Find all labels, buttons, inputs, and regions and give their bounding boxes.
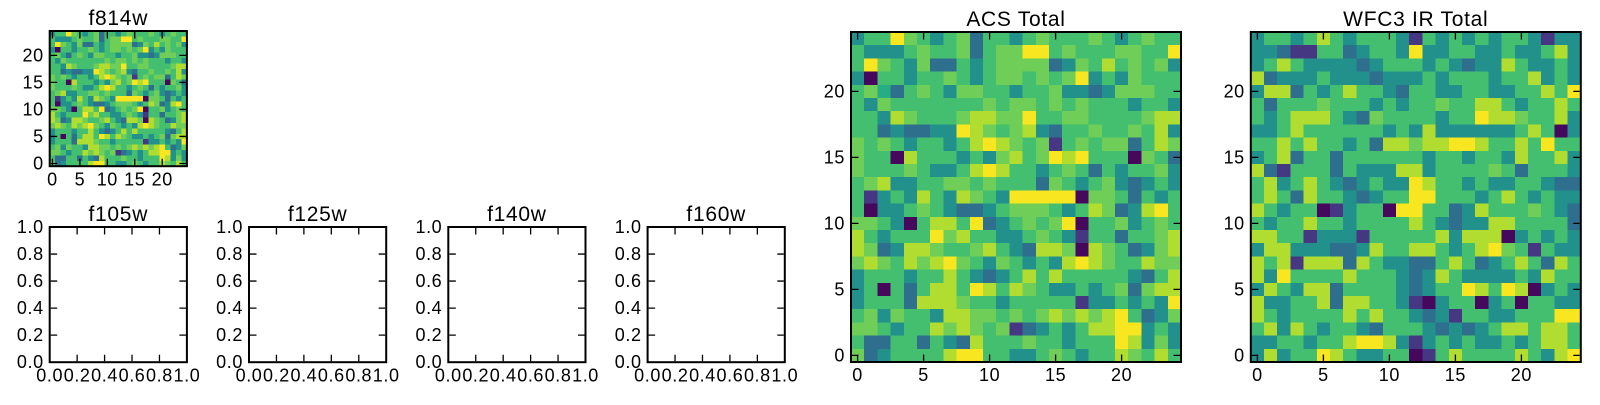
svg-text:10: 10: [979, 365, 1000, 385]
svg-text:0.6: 0.6: [216, 271, 243, 291]
svg-text:15: 15: [1224, 147, 1245, 167]
svg-text:0.8: 0.8: [17, 244, 44, 264]
svg-text:1.0: 1.0: [615, 217, 642, 237]
svg-text:0.4: 0.4: [216, 298, 243, 318]
svg-text:15: 15: [124, 169, 145, 189]
svg-text:0.8: 0.8: [415, 244, 442, 264]
svg-text:0.4: 0.4: [689, 365, 716, 385]
svg-text:0.0: 0.0: [634, 365, 661, 385]
svg-text:0.8: 0.8: [146, 365, 173, 385]
svg-text:10: 10: [1379, 365, 1400, 385]
svg-text:0: 0: [852, 365, 863, 385]
svg-text:0.2: 0.2: [662, 365, 689, 385]
svg-text:ACS Total: ACS Total: [966, 8, 1065, 31]
svg-text:0.0: 0.0: [236, 365, 263, 385]
svg-text:5: 5: [918, 365, 929, 385]
svg-text:5: 5: [834, 279, 845, 299]
svg-text:0.2: 0.2: [263, 365, 290, 385]
svg-text:0.2: 0.2: [216, 325, 243, 345]
svg-text:0.4: 0.4: [615, 298, 642, 318]
svg-text:0: 0: [47, 169, 58, 189]
svg-text:1.0: 1.0: [415, 217, 442, 237]
svg-text:10: 10: [1224, 213, 1245, 233]
svg-text:WFC3 IR Total: WFC3 IR Total: [1343, 8, 1488, 31]
svg-text:0.2: 0.2: [462, 365, 489, 385]
svg-text:0.4: 0.4: [490, 365, 517, 385]
svg-text:f140w: f140w: [487, 203, 547, 226]
svg-text:0.0: 0.0: [415, 352, 442, 372]
svg-text:f125w: f125w: [288, 203, 348, 226]
svg-text:1.0: 1.0: [373, 365, 400, 385]
svg-text:0.0: 0.0: [615, 352, 642, 372]
svg-text:f814w: f814w: [89, 7, 149, 30]
svg-text:0: 0: [33, 154, 44, 174]
svg-text:0.0: 0.0: [36, 365, 63, 385]
svg-text:20: 20: [1111, 365, 1132, 385]
svg-text:5: 5: [75, 169, 86, 189]
svg-text:f105w: f105w: [89, 203, 149, 226]
svg-text:0.6: 0.6: [517, 365, 544, 385]
svg-text:0.2: 0.2: [615, 325, 642, 345]
svg-text:0.6: 0.6: [717, 365, 744, 385]
svg-text:15: 15: [22, 72, 43, 92]
svg-text:1.0: 1.0: [17, 217, 44, 237]
svg-text:0: 0: [1234, 345, 1245, 365]
svg-text:0.8: 0.8: [744, 365, 771, 385]
svg-text:0.6: 0.6: [615, 271, 642, 291]
svg-text:0.2: 0.2: [415, 325, 442, 345]
svg-text:0.4: 0.4: [290, 365, 317, 385]
svg-text:0.8: 0.8: [345, 365, 372, 385]
svg-text:10: 10: [824, 213, 845, 233]
svg-text:0.8: 0.8: [545, 365, 572, 385]
svg-text:5: 5: [1234, 279, 1245, 299]
svg-text:0.4: 0.4: [415, 298, 442, 318]
svg-text:1.0: 1.0: [572, 365, 599, 385]
svg-text:1.0: 1.0: [771, 365, 798, 385]
svg-text:20: 20: [1224, 81, 1245, 101]
svg-text:15: 15: [824, 147, 845, 167]
svg-text:0.6: 0.6: [318, 365, 345, 385]
svg-text:20: 20: [824, 81, 845, 101]
svg-text:1.0: 1.0: [173, 365, 200, 385]
svg-text:0.6: 0.6: [119, 365, 146, 385]
svg-text:1.0: 1.0: [216, 217, 243, 237]
svg-text:20: 20: [1511, 365, 1532, 385]
svg-text:0: 0: [834, 345, 845, 365]
svg-text:20: 20: [22, 45, 43, 65]
svg-text:20: 20: [152, 169, 173, 189]
svg-text:0.0: 0.0: [435, 365, 462, 385]
svg-text:0.0: 0.0: [17, 352, 44, 372]
svg-text:10: 10: [97, 169, 118, 189]
svg-text:10: 10: [22, 99, 43, 119]
svg-text:f160w: f160w: [686, 203, 746, 226]
svg-text:0: 0: [1252, 365, 1263, 385]
svg-text:5: 5: [33, 126, 44, 146]
svg-text:0.6: 0.6: [17, 271, 44, 291]
svg-text:0.2: 0.2: [64, 365, 91, 385]
svg-text:15: 15: [1045, 365, 1066, 385]
svg-text:0.8: 0.8: [615, 244, 642, 264]
svg-text:0.4: 0.4: [17, 298, 44, 318]
svg-text:0.6: 0.6: [415, 271, 442, 291]
svg-text:0.0: 0.0: [216, 352, 243, 372]
svg-text:0.8: 0.8: [216, 244, 243, 264]
svg-text:0.2: 0.2: [17, 325, 44, 345]
svg-text:15: 15: [1445, 365, 1466, 385]
svg-text:0.4: 0.4: [91, 365, 118, 385]
svg-text:5: 5: [1318, 365, 1329, 385]
